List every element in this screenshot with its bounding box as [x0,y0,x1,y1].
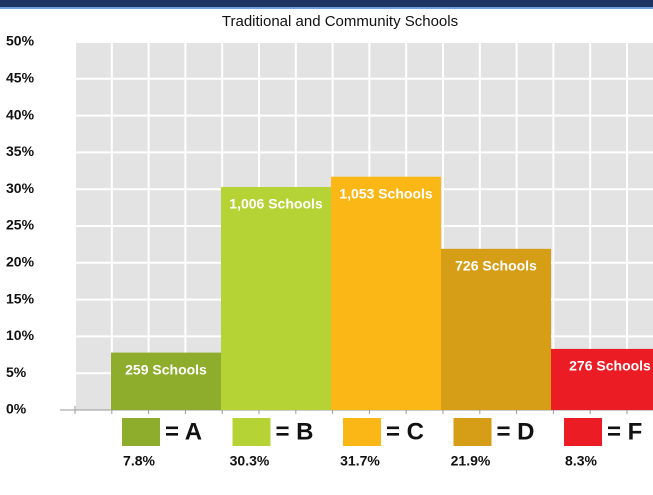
legend-label: = C [386,418,424,445]
value-label: 31.7% [340,453,380,469]
legend-swatch [343,418,381,446]
bar-label: 259 Schools [125,361,207,377]
value-label: 21.9% [451,453,491,469]
bar [111,352,221,410]
legend-swatch [122,418,160,446]
value-label: 8.3% [565,453,597,469]
top-band [0,0,653,8]
legend-swatch [232,418,271,446]
y-tick-label: 5% [6,364,27,380]
bar-label: 726 Schools [455,258,537,274]
y-tick-label: 45% [6,70,35,86]
y-tick-label: 50% [6,33,35,49]
bar [441,248,551,410]
legend-swatch [453,418,492,446]
y-tick-label: 25% [6,217,35,233]
y-tick-label: 10% [6,327,35,343]
y-tick-label: 20% [6,254,35,270]
legend-swatch [564,418,602,446]
y-tick-label: 0% [6,401,27,417]
bar-label: 1,053 Schools [339,185,433,201]
y-tick-label: 40% [6,106,35,122]
legend-label: = B [276,418,314,445]
bar [331,176,441,410]
legend-label: = F [607,418,642,445]
legend-label: = A [165,418,202,445]
value-label: 30.3% [230,453,270,469]
bar-label: 1,006 Schools [229,196,323,212]
top-line [0,7,653,9]
chart-title: Traditional and Community Schools [222,13,458,30]
bar-label: 276 Schools [569,358,651,374]
value-label: 7.8% [123,453,155,469]
y-tick-label: 35% [6,143,35,159]
bar [551,348,653,410]
y-tick-label: 15% [6,290,35,306]
bar [221,186,331,410]
legend-label: = D [497,418,535,445]
y-tick-label: 30% [6,180,35,196]
